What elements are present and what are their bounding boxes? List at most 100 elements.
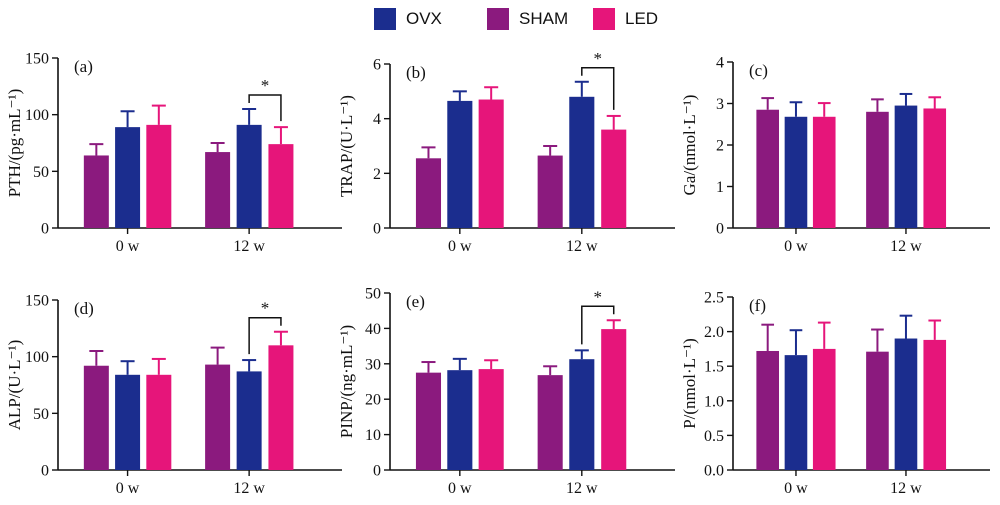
- legend-label-sham: SHAM: [519, 9, 569, 28]
- y-tick-label: 0: [716, 221, 724, 238]
- panel-c: 0 1 2 3 4 0 w 12 w (c) Ga/(nmol·L⁻¹): [680, 55, 990, 255]
- bar-ovx-12w: [569, 96, 595, 228]
- y-axis-title: PINP/(ng·mL⁻¹): [337, 325, 356, 438]
- x-tick-label: 12 w: [890, 238, 922, 255]
- y-tick-label: 0: [373, 463, 381, 480]
- bar-ovx-12w: [569, 359, 595, 470]
- significance-star: *: [594, 287, 603, 306]
- y-axis-title: PTH/(pg·mL⁻¹): [5, 89, 24, 198]
- legend-label-led: LED: [625, 9, 659, 28]
- bar-led-12w: [601, 129, 627, 228]
- y-tick-label: 100: [25, 349, 49, 366]
- x-tick-label: 12 w: [233, 480, 265, 497]
- significance-star: *: [261, 299, 270, 318]
- bar-ovx-0w: [784, 355, 808, 470]
- y-tick-label: 0: [41, 463, 49, 480]
- bar-ovx-12w: [236, 371, 262, 470]
- significance-bracket: [248, 94, 282, 122]
- y-tick-label: 50: [365, 286, 381, 303]
- x-tick-label: 12 w: [233, 238, 265, 255]
- bar-sham-12w: [866, 351, 889, 470]
- y-tick-label: 4: [716, 55, 724, 72]
- bar-ovx-0w: [784, 116, 808, 228]
- y-tick-label: 1.5: [704, 359, 724, 376]
- bar-sham-12w: [537, 155, 563, 228]
- significance-bracket: [581, 305, 615, 345]
- bar-ovx-0w: [447, 370, 473, 470]
- y-tick-label: 3: [716, 96, 724, 113]
- x-tick-label: 0 w: [784, 238, 808, 255]
- x-tick-label: 0 w: [116, 238, 140, 255]
- bar-led-12w: [601, 329, 627, 470]
- panel-d: 0 50 100 150 0 w 12 w * (d) ALP/(U·L⁻¹): [5, 293, 342, 497]
- bar-sham-0w: [415, 158, 442, 228]
- bar-led-0w: [478, 99, 504, 229]
- legend-swatch-ovx: [374, 8, 396, 30]
- bar-led-12w: [923, 339, 947, 470]
- significance-star: *: [594, 49, 603, 68]
- bar-sham-0w: [83, 365, 109, 470]
- y-tick-label: 50: [33, 164, 49, 181]
- y-axis-title: TRAP/(U·L⁻¹): [337, 95, 356, 197]
- panel-label: (e): [406, 292, 425, 311]
- y-tick-label: 4: [373, 111, 381, 128]
- y-axis-title: ALP/(U·L⁻¹): [5, 340, 24, 431]
- bar-sham-0w: [415, 372, 442, 470]
- bar-ovx-0w: [115, 374, 141, 470]
- x-tick-label: 12 w: [566, 238, 598, 255]
- x-tick-label: 12 w: [890, 480, 922, 497]
- panel-label: (f): [749, 296, 766, 315]
- y-tick-label: 0.0: [704, 463, 724, 480]
- significance-bracket: [248, 316, 282, 355]
- bar-ovx-0w: [447, 100, 473, 228]
- x-tick-label: 12 w: [566, 480, 598, 497]
- bar-led-0w: [812, 116, 836, 228]
- y-tick-label: 2.0: [704, 324, 724, 341]
- bar-led-12w: [268, 345, 294, 470]
- y-tick-label: 50: [33, 406, 49, 423]
- y-tick-label: 0.5: [704, 428, 724, 445]
- bar-led-0w: [478, 369, 504, 470]
- legend: OVX SHAM LED: [0, 6, 1000, 32]
- y-tick-label: 2.5: [704, 290, 724, 307]
- y-tick-label: 20: [365, 392, 381, 409]
- y-tick-label: 40: [365, 321, 381, 338]
- y-tick-label: 10: [365, 427, 381, 444]
- y-tick-label: 2: [716, 138, 724, 155]
- bar-sham-12w: [205, 364, 231, 470]
- y-tick-label: 6: [373, 57, 381, 74]
- y-tick-label: 150: [25, 51, 49, 68]
- y-tick-label: 2: [373, 166, 381, 183]
- bar-led-12w: [923, 108, 947, 228]
- bar-sham-12w: [537, 375, 563, 470]
- y-tick-label: 0: [373, 221, 381, 238]
- bar-sham-12w: [866, 111, 889, 228]
- bar-sham-12w: [205, 152, 231, 228]
- significance-bracket: [581, 67, 615, 110]
- panel-label: (d): [74, 299, 94, 318]
- panel-f: 0.0 0.5 1.0 1.5 2.0 2.5 0 w 12 w (f) P/(nmol·L⁻¹): [680, 290, 990, 497]
- y-tick-label: 0: [41, 221, 49, 238]
- panel-a: 0 50 100 150 0 w 12 w * (a) PTH/(pg·mL⁻¹): [5, 51, 342, 255]
- y-tick-label: 150: [25, 293, 49, 310]
- significance-star: *: [261, 76, 270, 95]
- x-tick-label: 0 w: [116, 480, 140, 497]
- x-tick-label: 0 w: [784, 480, 808, 497]
- panel-label: (b): [406, 63, 426, 82]
- y-tick-label: 30: [365, 356, 381, 373]
- panel-label: (c): [749, 61, 768, 80]
- bar-led-0w: [146, 124, 172, 228]
- y-tick-label: 1.0: [704, 393, 724, 410]
- bar-sham-0w: [83, 155, 109, 228]
- legend-swatch-led: [593, 8, 615, 30]
- bar-led-0w: [812, 348, 836, 470]
- y-axis-title: P/(nmol·L⁻¹): [680, 338, 699, 429]
- legend-swatch-sham: [487, 8, 509, 30]
- bar-sham-0w: [756, 350, 780, 470]
- x-tick-label: 0 w: [448, 238, 472, 255]
- legend-label-ovx: OVX: [406, 9, 442, 28]
- bar-ovx-12w: [894, 105, 918, 228]
- bar-ovx-12w: [236, 124, 262, 228]
- y-tick-label: 100: [25, 107, 49, 124]
